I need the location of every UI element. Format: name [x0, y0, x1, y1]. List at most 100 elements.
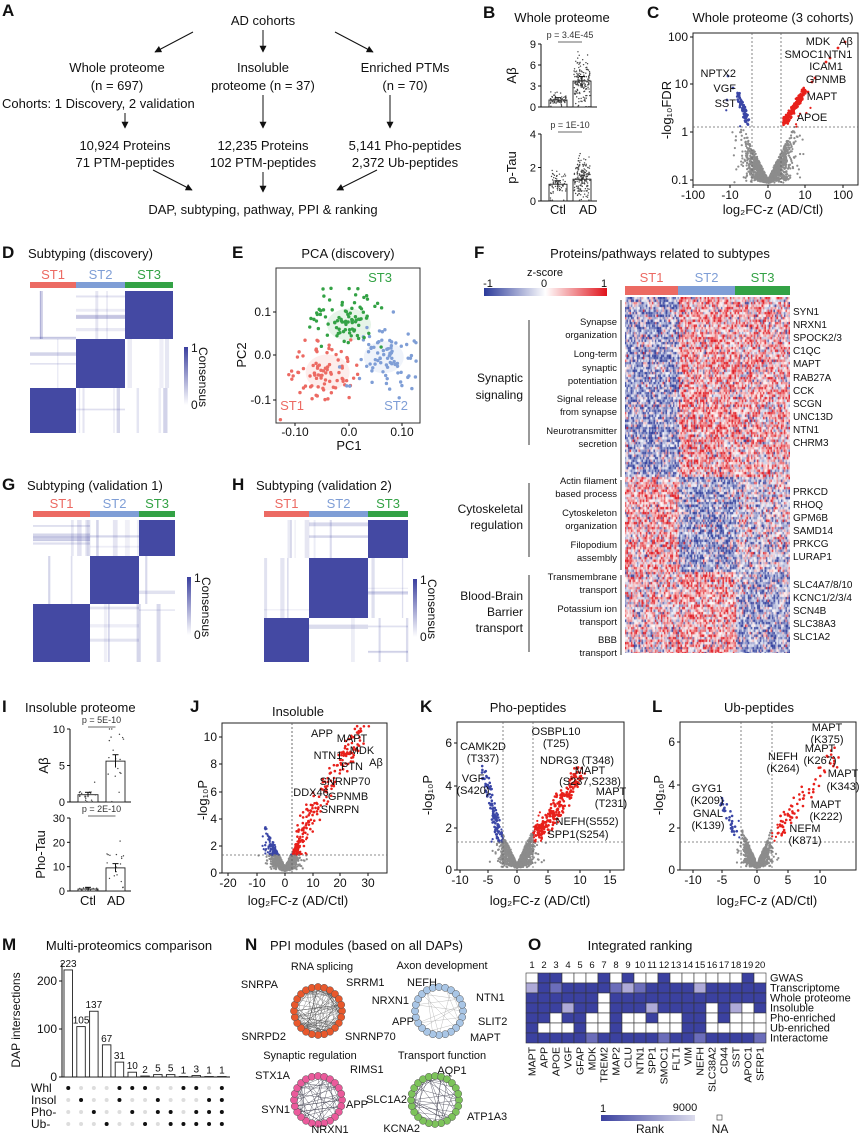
point-ns: [740, 134, 743, 137]
y-axis-label: Aβ: [36, 757, 51, 773]
sample-point: [110, 736, 112, 738]
point-down: [742, 116, 746, 119]
point-ns: [748, 165, 751, 168]
sample-point: [120, 857, 123, 860]
sample-point: [589, 79, 591, 82]
sample-point: [583, 179, 586, 181]
point-down: [736, 98, 739, 101]
point-ns: [755, 165, 758, 168]
sample-point: [562, 183, 565, 186]
sample-point: [577, 168, 580, 170]
point-ns: [747, 143, 750, 146]
sample-point: [583, 82, 585, 84]
sample-point: [584, 79, 586, 82]
x-tick-label: -20: [219, 876, 237, 890]
point-up: [301, 832, 305, 836]
point-ns: [500, 858, 503, 861]
sample-point: [578, 101, 580, 103]
point-up: [795, 96, 799, 100]
point-ns: [777, 180, 780, 183]
point-ns: [771, 180, 774, 183]
point-ns: [753, 156, 756, 159]
point-up: [304, 824, 308, 827]
sample-point: [579, 79, 581, 81]
sample-point: [549, 197, 552, 199]
sample-point: [579, 179, 581, 182]
point-ns: [537, 858, 540, 861]
point-ns: [265, 862, 269, 865]
point-ns: [752, 152, 755, 156]
p-value-label: p = 2E-10: [82, 804, 121, 814]
sample-point: [584, 169, 586, 171]
point-ns: [506, 844, 509, 847]
arrow: [336, 169, 378, 191]
branch-output-peptides: 102 PTM-peptides: [210, 155, 317, 170]
gene-label: MDK: [350, 745, 375, 757]
point-ns: [745, 161, 749, 164]
y-axis-label: -log₁₀P: [195, 780, 210, 820]
sample-point: [561, 96, 563, 98]
point-ns: [739, 130, 743, 134]
point-ns: [763, 175, 767, 178]
point-ns: [521, 856, 524, 860]
sample-point: [573, 87, 576, 89]
point-ns: [301, 867, 304, 870]
point-ns: [281, 863, 284, 866]
point-ns: [503, 861, 507, 864]
y-tick-label: 10: [53, 724, 65, 736]
point-ns: [749, 167, 752, 170]
sample-point: [583, 190, 585, 192]
y-tick-label: 2: [210, 839, 217, 853]
sample-point: [589, 165, 591, 167]
sample-point: [558, 173, 561, 175]
point-up: [533, 830, 536, 833]
point-up: [809, 106, 812, 109]
sample-point: [573, 172, 576, 175]
sample-point: [561, 190, 563, 192]
point-ns: [789, 134, 793, 137]
point-ns: [777, 172, 781, 175]
sample-point: [585, 163, 587, 166]
sample-point: [551, 199, 554, 201]
sample-point: [585, 173, 588, 175]
point-ns: [791, 165, 794, 169]
sample-point: [120, 856, 123, 858]
point-ns: [277, 860, 280, 864]
point-ns: [535, 843, 539, 847]
sample-point: [119, 758, 121, 761]
root-node-label: AD cohorts: [231, 13, 296, 28]
sample-point: [122, 886, 124, 889]
point-up: [335, 764, 339, 767]
point-ns: [796, 135, 799, 139]
point-ns: [733, 181, 736, 184]
point-ns: [741, 157, 744, 160]
sample-point: [582, 80, 585, 82]
point-ns: [747, 139, 750, 142]
point-up: [309, 818, 313, 822]
point-up: [292, 849, 295, 852]
point-ns: [507, 857, 510, 860]
point-down: [746, 123, 750, 126]
sample-point: [554, 185, 557, 188]
point-up: [311, 813, 314, 817]
sample-point: [578, 173, 581, 175]
sample-point: [550, 192, 553, 195]
sample-point: [563, 182, 566, 185]
point-ns: [292, 860, 295, 863]
point-down: [267, 835, 271, 839]
panel-letter-l: L: [652, 697, 662, 716]
sample-point: [561, 98, 563, 100]
point-ns: [749, 148, 752, 151]
point-ns: [787, 166, 790, 169]
sample-point: [588, 199, 590, 201]
sample-point: [560, 187, 563, 189]
sample-point: [549, 199, 552, 201]
sample-point: [94, 890, 97, 892]
sample-point: [90, 799, 93, 801]
sample-point: [553, 176, 555, 179]
point-ns: [784, 163, 788, 166]
point-up: [786, 117, 789, 120]
sample-point: [580, 86, 582, 88]
panel-letter-i: I: [2, 697, 7, 716]
